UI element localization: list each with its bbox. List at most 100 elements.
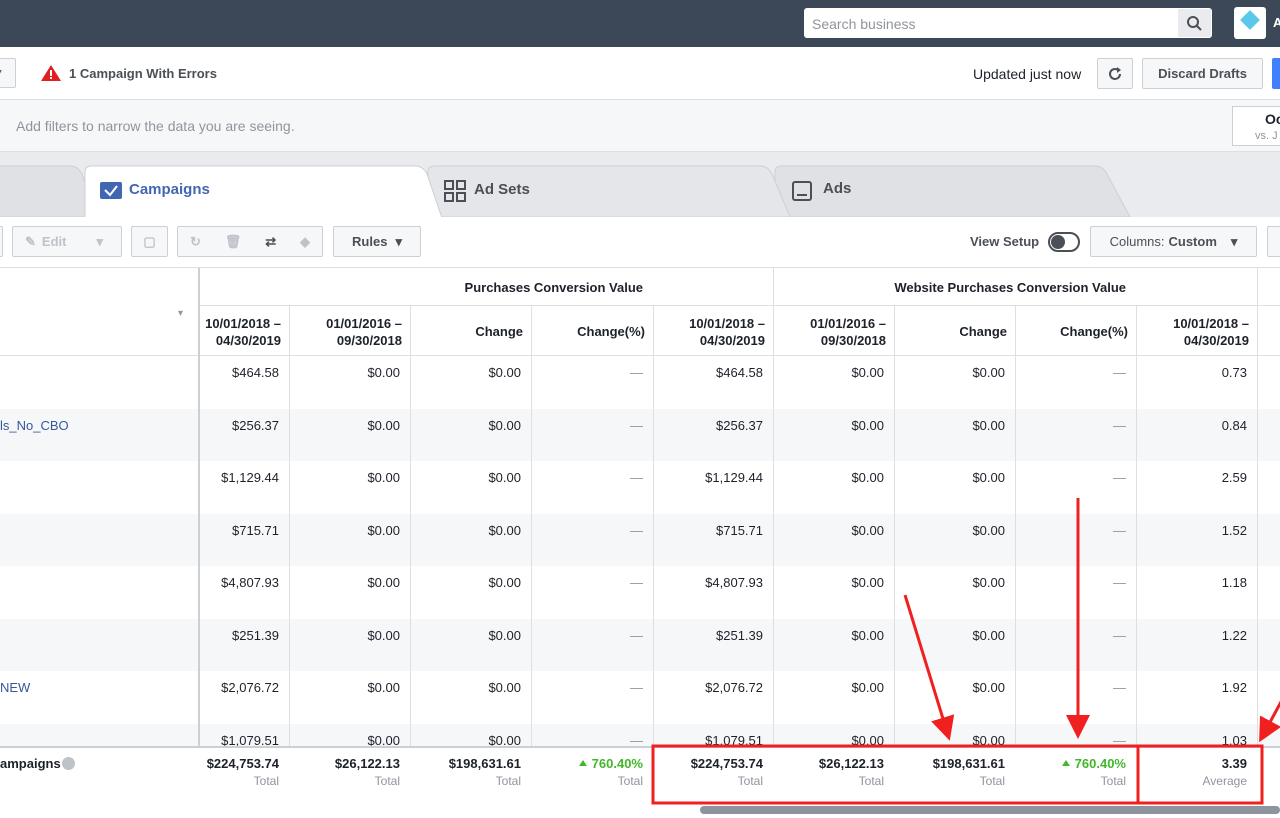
table-cell: $0.00 [488, 575, 521, 590]
table-cell: $0.00 [972, 522, 1005, 538]
table-cell: $464.58 [232, 365, 279, 380]
sort-icon: ▾ [178, 308, 184, 319]
action-group[interactable]: ↻ 🗑 ⇄ ◆ [177, 226, 323, 257]
edit-button[interactable]: ✎ Edit ▾ [12, 226, 122, 257]
avatar[interactable] [1234, 7, 1266, 39]
table-cell: — [1113, 575, 1126, 590]
table-cell: $0.00 [851, 575, 884, 590]
filter-hint[interactable]: Add filters to narrow the data you are s… [16, 118, 295, 134]
publish-button[interactable] [1272, 58, 1280, 89]
tab-label[interactable]: Ads [823, 180, 852, 197]
table-cell: $0.00 [851, 522, 884, 538]
column-header: Change [475, 324, 523, 339]
header-rule [198, 305, 1280, 306]
error-text[interactable]: 1 Campaign With Errors [69, 66, 217, 81]
tab-label[interactable]: Ad Sets [474, 181, 530, 198]
duplicate-button[interactable]: ▢ [131, 226, 168, 257]
table-cell: — [1113, 680, 1126, 695]
column-divider [289, 305, 290, 803]
table-cell: — [1113, 470, 1126, 485]
footer-sub: Total [1100, 774, 1126, 788]
footer-name: ampaigns [0, 756, 61, 771]
search-button[interactable] [1178, 9, 1211, 37]
column-divider [1015, 305, 1016, 803]
table-cell: $0.00 [972, 470, 1005, 485]
table-cell: $0.00 [972, 365, 1005, 380]
dropdown[interactable]: ▾ [0, 58, 16, 88]
table-cell: — [1113, 365, 1126, 380]
table-cell: $0.00 [972, 680, 1005, 695]
refresh-button[interactable] [1097, 58, 1133, 89]
column-divider [894, 305, 895, 803]
rules-label: Rules [352, 234, 388, 249]
table-cell: $0.00 [972, 575, 1005, 590]
columns-button[interactable]: Columns: Custom ▾ [1090, 226, 1257, 257]
table-cell: $0.00 [488, 417, 521, 433]
scrollbar[interactable] [700, 806, 1280, 814]
columns-label: Columns: [1109, 234, 1165, 249]
column-divider [773, 268, 774, 803]
column-divider [653, 305, 654, 803]
table-cell: — [1113, 522, 1126, 538]
table-cell: — [630, 365, 643, 380]
table-cell: $715.71 [716, 522, 763, 538]
table-cell: $0.00 [488, 470, 521, 485]
table-row [0, 461, 1280, 514]
table-row [0, 671, 1280, 724]
table-row [0, 513, 1280, 566]
search-box[interactable]: Search business [804, 8, 1212, 38]
table-cell: $0.00 [972, 417, 1005, 433]
column-header: 01/01/2016 – 09/30/2018 [810, 316, 886, 348]
footer-value: $224,753.74 [206, 756, 279, 771]
table-cell: $0.00 [851, 365, 884, 380]
date-compare: vs. J [1255, 130, 1278, 142]
columns-value: Custom [1168, 234, 1217, 249]
table-cell: $0.00 [367, 680, 400, 695]
breakdown-button[interactable] [1267, 226, 1280, 257]
discard-button[interactable]: Discard Drafts [1142, 58, 1263, 89]
warning-icon [41, 65, 61, 81]
footer-sub: Average [1202, 774, 1247, 788]
table-cell: 1.22 [1221, 627, 1247, 643]
table-cell: $0.00 [367, 365, 400, 380]
footer-sub: Total [617, 774, 643, 788]
view-setup-label: View Setup [970, 234, 1040, 249]
footer-sub: Total [253, 774, 279, 788]
table-cell: — [630, 470, 643, 485]
account-initial: A [1273, 15, 1280, 30]
table-cell: $0.00 [367, 627, 400, 643]
toolbar-button[interactable] [0, 226, 3, 257]
footer-value: 760.40% [1015, 756, 1136, 771]
table-cell: — [630, 522, 643, 538]
tab-label[interactable]: Campaigns [129, 181, 210, 198]
footer-value: $26,122.13 [334, 756, 400, 771]
table-cell: $0.00 [972, 627, 1005, 643]
table-cell: $0.00 [851, 732, 884, 748]
footer-value: 3.39 [1221, 756, 1247, 771]
footer-sub: Total [374, 774, 400, 788]
table-cell: $0.00 [488, 522, 521, 538]
table-cell: — [630, 732, 643, 748]
table-cell: $256.37 [232, 417, 279, 433]
date-picker[interactable] [1232, 106, 1280, 146]
view-setup-toggle[interactable] [1048, 232, 1080, 252]
table-cell: $0.00 [851, 680, 884, 695]
rules-button[interactable]: Rules ▾ [333, 226, 421, 257]
table-cell: $0.00 [367, 417, 400, 433]
table-cell: — [630, 627, 643, 643]
table-cell: — [1113, 627, 1126, 643]
edit-label: Edit [41, 234, 67, 249]
table-cell: $0.00 [972, 732, 1005, 748]
table-cell: $464.58 [716, 365, 763, 380]
campaign-name: ls_No_CBO [0, 417, 69, 433]
table-cell: 1.92 [1221, 680, 1247, 695]
footer-value: $198,631.61 [932, 756, 1005, 771]
table-row [0, 566, 1280, 619]
table-cell: $0.00 [488, 732, 521, 748]
column-divider [410, 305, 411, 803]
header [0, 268, 1280, 356]
group-header: Purchases Conversion Value [464, 280, 643, 295]
footer-sub: Total [737, 774, 763, 788]
column-header: Change(%) [577, 324, 645, 339]
column-header: 10/01/2018 – 04/30/2019 [689, 316, 765, 348]
